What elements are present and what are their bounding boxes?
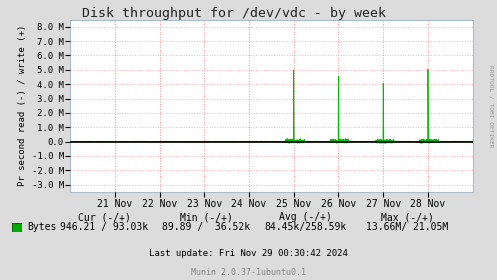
Text: 946.21 / 93.03k: 946.21 / 93.03k <box>60 222 149 232</box>
Text: Max (-/+): Max (-/+) <box>381 212 434 222</box>
Text: Disk throughput for /dev/vdc - by week: Disk throughput for /dev/vdc - by week <box>82 7 386 20</box>
Text: Munin 2.0.37-1ubuntu0.1: Munin 2.0.37-1ubuntu0.1 <box>191 268 306 277</box>
Text: Bytes: Bytes <box>27 222 57 232</box>
Y-axis label: Pr second read (-) / write (+): Pr second read (-) / write (+) <box>18 25 27 186</box>
Text: 84.45k/258.59k: 84.45k/258.59k <box>264 222 347 232</box>
Text: Last update: Fri Nov 29 00:30:42 2024: Last update: Fri Nov 29 00:30:42 2024 <box>149 249 348 258</box>
Text: 13.66M/ 21.05M: 13.66M/ 21.05M <box>366 222 449 232</box>
Text: RRDTOOL / TOBI OETIKER: RRDTOOL / TOBI OETIKER <box>489 65 494 148</box>
Text: Cur (-/+): Cur (-/+) <box>78 212 131 222</box>
Text: 89.89 /  36.52k: 89.89 / 36.52k <box>162 222 250 232</box>
Text: Avg (-/+): Avg (-/+) <box>279 212 332 222</box>
Text: Min (-/+): Min (-/+) <box>180 212 233 222</box>
